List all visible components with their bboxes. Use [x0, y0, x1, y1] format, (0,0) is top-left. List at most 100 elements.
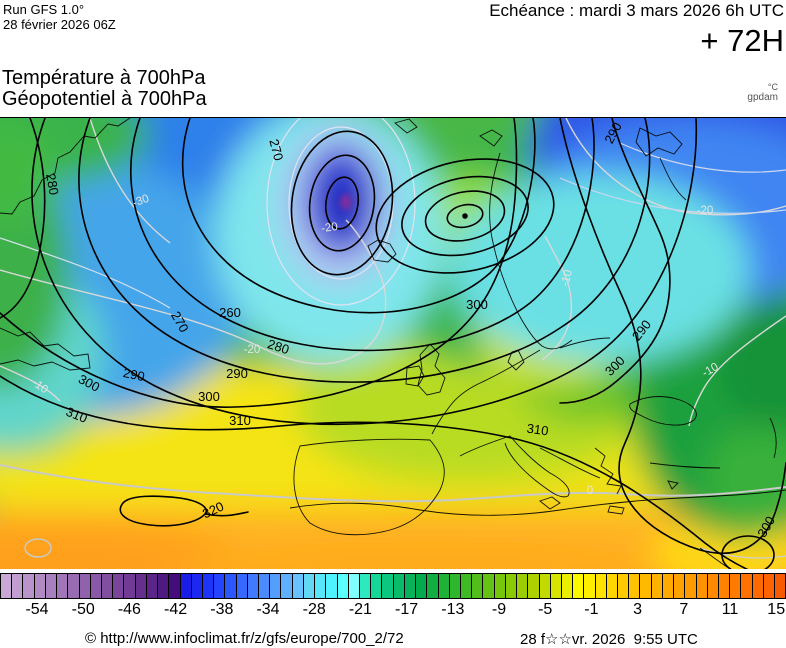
colorbar-cell — [180, 574, 192, 598]
colorbar-cell — [360, 574, 372, 598]
geopotential-title: Géopotentiel à 700hPa — [2, 88, 207, 110]
colorbar-cell — [685, 574, 697, 598]
map-titles: Température à 700hPa Géopotentiel à 700h… — [2, 68, 207, 110]
geopotential-contour-label: 310 — [526, 421, 550, 439]
geopotential-contours — [0, 118, 786, 569]
geopotential-unit-label: gpdam — [747, 92, 778, 103]
forecast-info: Echéance : mardi 3 mars 2026 6h UTC + 72… — [489, 1, 784, 59]
colorbar-tick-label: 3 — [633, 601, 643, 618]
colorbar-cell — [259, 574, 271, 598]
colorbar-cell — [169, 574, 181, 598]
colorbar-tick-label: -50 — [71, 601, 95, 618]
colorbar-cell — [101, 574, 114, 598]
colorbar-cell — [124, 574, 136, 598]
lead-time-label: + 72H — [700, 23, 784, 58]
colorbar-cell — [404, 574, 417, 598]
colorbar-cell — [214, 574, 226, 598]
geopotential-contour-label: 260 — [219, 305, 241, 320]
colorbar-cell — [719, 574, 731, 598]
colorbar-cell — [34, 574, 46, 598]
colorbar-tick-label: -17 — [395, 601, 419, 618]
colorbar-cell — [730, 574, 742, 598]
colorbar-cell — [573, 574, 585, 598]
colorbar-tick-label: -9 — [491, 601, 507, 618]
colorbar-cell — [303, 574, 316, 598]
colorbar-cell — [595, 574, 607, 598]
colorbar-cell — [79, 574, 91, 598]
colorbar-cell — [1, 574, 13, 598]
colorbar-cell — [57, 574, 69, 598]
weather-map-canvas: 260 270 270 280 280 290 290 290 290 300 300 300 300 3… — [0, 117, 786, 569]
colorbar-cell — [382, 574, 394, 598]
colorbar-cell — [550, 574, 562, 598]
colorbar-cell — [763, 574, 776, 598]
colorbar-tick-label: -54 — [25, 601, 49, 618]
colorbar-cell — [674, 574, 686, 598]
colorbar-cell — [45, 574, 58, 598]
colorbar-cell — [472, 574, 484, 598]
colorbar-cell — [561, 574, 574, 598]
colorbar-cell — [158, 574, 170, 598]
colorbar-cell — [416, 574, 428, 598]
geopotential-contour-label: 280 — [266, 336, 291, 357]
colorbar-cell — [68, 574, 80, 598]
temperature-labels: -30-20-20-20-10-10-100 — [29, 193, 720, 497]
colorbar-cell — [12, 574, 24, 598]
temperature-unit-label: °C — [767, 82, 778, 92]
geopotential-contour-label: 270 — [266, 137, 286, 162]
colorbar-cell — [90, 574, 102, 598]
colorbar-tick-labels: -54 -50 -46 -42 -38 -34 -28 -21 -17 -13 -9 -5 -1 3 7 11… — [0, 601, 786, 623]
colorbar-cell — [270, 574, 282, 598]
colorbar-cell — [348, 574, 360, 598]
colorbar-cell — [662, 574, 675, 598]
colorbar-cell — [494, 574, 506, 598]
colorbar-cell — [326, 574, 338, 598]
temperature-contour-label: -20 — [697, 205, 714, 217]
colorbar-cell — [337, 574, 349, 598]
colorbar-tick-label: 7 — [679, 601, 689, 618]
copyright-url: © http://www.infoclimat.fr/z/gfs/europe/… — [85, 630, 404, 647]
colorbar-cell — [202, 574, 215, 598]
colorbar-cell — [247, 574, 260, 598]
colorbar-cell — [696, 574, 708, 598]
colorbar-cell — [629, 574, 641, 598]
colorbar-tick-label: -5 — [538, 601, 553, 618]
colorbar-cell — [191, 574, 203, 598]
colorbar-cell — [281, 574, 293, 598]
colorbar-cell — [460, 574, 473, 598]
colorbar-cell — [236, 574, 248, 598]
colorbar-tick-label: -34 — [256, 601, 280, 618]
run-date-label: 28 février 2026 06Z — [3, 17, 116, 32]
colorbar-cell — [640, 574, 652, 598]
run-model-label: Run GFS 1.0° — [3, 2, 85, 17]
map-units: °C gpdam — [747, 82, 778, 103]
colorbar-tick-label: 11 — [721, 601, 739, 618]
colorbar-tick-label: -1 — [584, 601, 599, 618]
colorbar-tick-label: -13 — [441, 601, 465, 618]
generation-timestamp: 28 f☆☆vr. 2026 9:55 UTC — [520, 631, 698, 648]
temperature-contour-label: -10 — [559, 269, 575, 288]
temperature-contour-label: -20 — [244, 344, 261, 356]
colorbar-cell — [775, 574, 786, 598]
echeance-label: Echéance : mardi 3 mars 2026 6h UTC — [489, 1, 784, 20]
temperature-colorbar — [0, 573, 786, 599]
colorbar-tick-label: -42 — [164, 601, 188, 618]
temperature-contour-label: 0 — [587, 485, 593, 497]
temperature-contour-label: -20 — [321, 221, 339, 235]
colorbar-cell — [315, 574, 327, 598]
run-info: Run GFS 1.0° 28 février 2026 06Z — [3, 2, 116, 32]
colorbar-cell — [292, 574, 304, 598]
colorbar-cell — [135, 574, 147, 598]
colorbar-tick-label: -46 — [117, 601, 141, 618]
colorbar-cell — [225, 574, 237, 598]
colorbar-tick-label: -38 — [210, 601, 234, 618]
geopotential-contour-label: 290 — [122, 365, 146, 384]
colorbar-cell — [539, 574, 551, 598]
colorbar-cell — [606, 574, 619, 598]
colorbar-tick-label: -28 — [302, 601, 326, 618]
colorbar-cell — [113, 574, 125, 598]
colorbar-cell — [752, 574, 764, 598]
colorbar-cell — [371, 574, 383, 598]
